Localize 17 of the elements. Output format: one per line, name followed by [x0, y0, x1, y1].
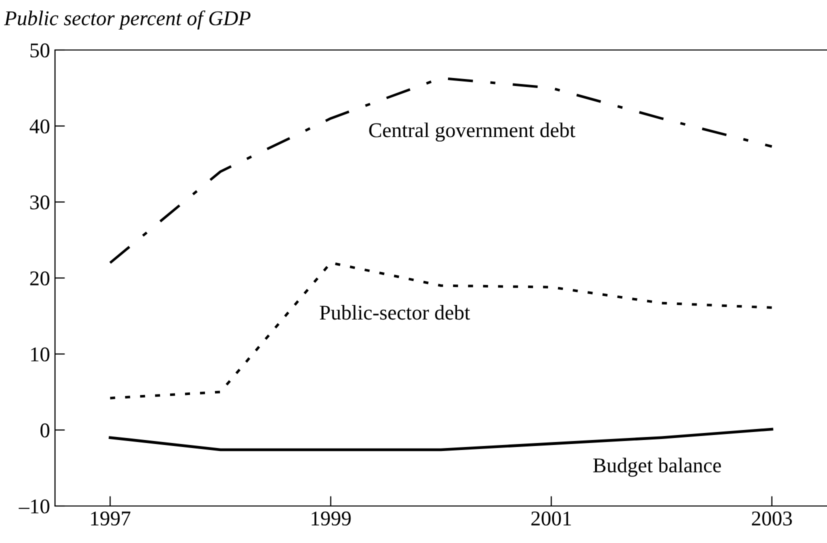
series-label: Public-sector debt	[320, 305, 470, 320]
y-tick-label: 40	[30, 119, 50, 134]
x-tick-label: 2001	[531, 511, 571, 526]
series-label: Central government debt	[369, 122, 576, 142]
y-tick-label: –10	[18, 499, 50, 514]
y-tick-label: 50	[30, 43, 50, 58]
x-tick-label: 1999	[312, 512, 351, 526]
line-series	[108, 262, 774, 400]
chart-title: Public sector percent of GDP	[4, 10, 250, 30]
series-label: Budget balance	[593, 458, 721, 477]
x-tick-label: 2003	[752, 511, 792, 526]
y-tick-label: 10	[31, 347, 50, 362]
y-tick-label: 0	[40, 423, 50, 438]
x-tick-label: 1997	[91, 512, 130, 526]
y-tick-label: 20	[30, 271, 50, 286]
y-tick-label: 30	[30, 195, 50, 210]
line-series	[108, 428, 774, 452]
